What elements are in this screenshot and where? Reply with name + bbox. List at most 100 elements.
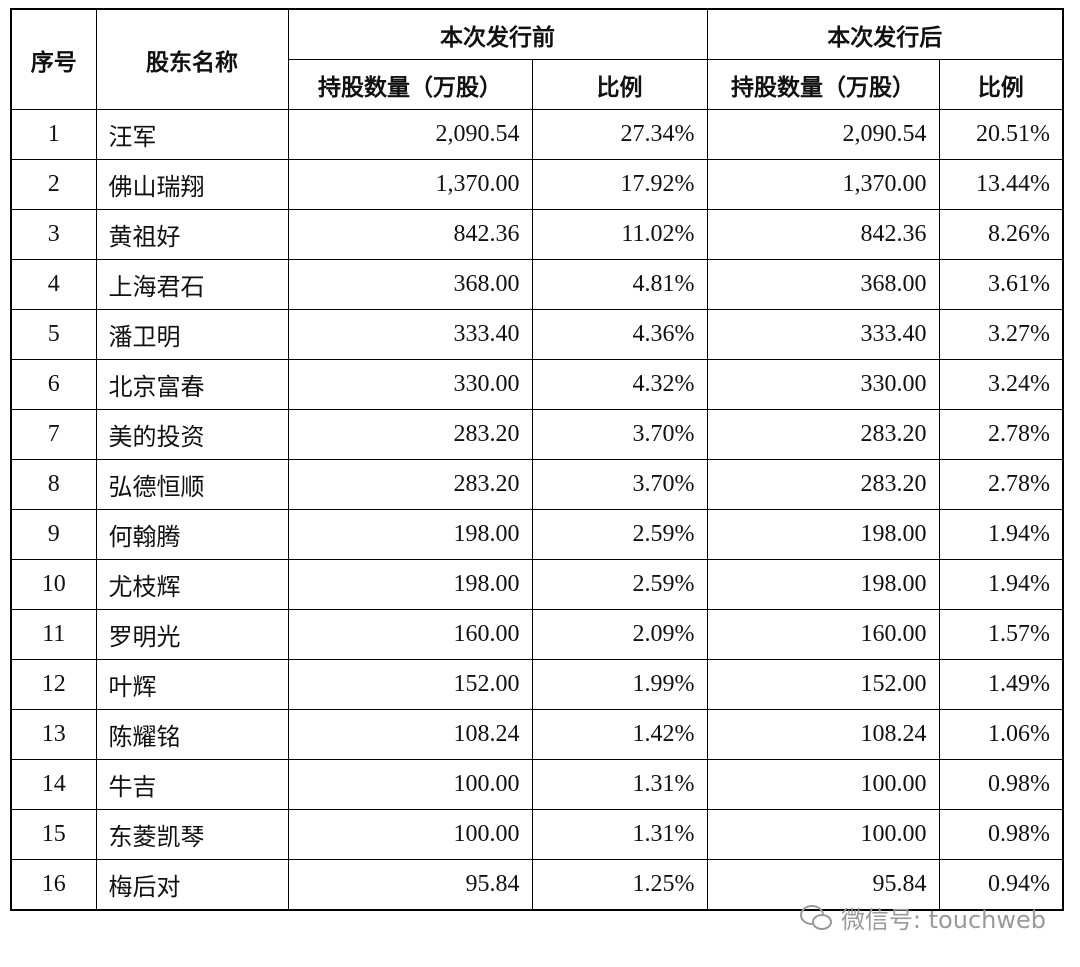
table-cell: 1,370.00 xyxy=(706,159,940,210)
table-cell: 160.00 xyxy=(706,609,940,660)
table-cell: 100.00 xyxy=(706,809,940,860)
table-cell: 尤枝辉 xyxy=(95,559,289,610)
table-cell: 95.84 xyxy=(706,859,940,911)
table-cell: 2 xyxy=(10,159,97,210)
table-cell: 4.81% xyxy=(531,259,708,310)
table-cell: 152.00 xyxy=(706,659,940,710)
table-cell: 9 xyxy=(10,509,97,560)
table-cell: 东菱凯琴 xyxy=(95,809,289,860)
header-group: 本次发行后 xyxy=(706,8,1064,60)
table-cell: 佛山瑞翔 xyxy=(95,159,289,210)
table-cell: 3.24% xyxy=(938,359,1064,410)
table-cell: 842.36 xyxy=(706,209,940,260)
table-cell: 美的投资 xyxy=(95,409,289,460)
table-cell: 4 xyxy=(10,259,97,310)
table-cell: 283.20 xyxy=(706,409,940,460)
table-cell: 198.00 xyxy=(706,559,940,610)
table-row: 13 陈耀铭 108.24 1.42% 108.24 1.06% xyxy=(10,709,1064,760)
table-cell: 27.34% xyxy=(531,109,708,160)
table-cell: 16 xyxy=(10,859,97,911)
table-row: 5 潘卫明 333.40 4.36% 333.40 3.27% xyxy=(10,309,1064,360)
table-cell: 4.36% xyxy=(531,309,708,360)
table-cell: 100.00 xyxy=(287,809,533,860)
table-row: 10 尤枝辉 198.00 2.59% 198.00 1.94% xyxy=(10,559,1064,610)
table-cell: 1.06% xyxy=(938,709,1064,760)
header-cell: 持股数量（万股） xyxy=(287,59,533,110)
table-row: 14 牛吉 100.00 1.31% 100.00 0.98% xyxy=(10,759,1064,810)
table-cell: 1.57% xyxy=(938,609,1064,660)
table-cell: 160.00 xyxy=(287,609,533,660)
table-cell: 3.70% xyxy=(531,409,708,460)
table-cell: 198.00 xyxy=(287,509,533,560)
table-cell: 5 xyxy=(10,309,97,360)
table-cell: 333.40 xyxy=(706,309,940,360)
header-cell: 比例 xyxy=(938,59,1064,110)
table-cell: 梅后对 xyxy=(95,859,289,911)
table-row: 1 汪军 2,090.54 27.34% 2,090.54 20.51% xyxy=(10,109,1064,160)
table-cell: 14 xyxy=(10,759,97,810)
table-cell: 100.00 xyxy=(287,759,533,810)
table-cell: 12 xyxy=(10,659,97,710)
watermark-text: 微信号: touchweb xyxy=(840,906,1046,934)
table-row: 15 东菱凯琴 100.00 1.31% 100.00 0.98% xyxy=(10,809,1064,860)
table-cell: 黄祖好 xyxy=(95,209,289,260)
table-cell: 330.00 xyxy=(287,359,533,410)
table-cell: 7 xyxy=(10,409,97,460)
table-cell: 2.59% xyxy=(531,559,708,610)
table-cell: 108.24 xyxy=(287,709,533,760)
table-cell: 弘德恒顺 xyxy=(95,459,289,510)
table-cell: 罗明光 xyxy=(95,609,289,660)
table-cell: 潘卫明 xyxy=(95,309,289,360)
table-row: 3 黄祖好 842.36 11.02% 842.36 8.26% xyxy=(10,209,1064,260)
table-cell: 3 xyxy=(10,209,97,260)
header-group: 本次发行前 xyxy=(287,8,708,60)
table-cell: 2.09% xyxy=(531,609,708,660)
table-cell: 2.78% xyxy=(938,459,1064,510)
table-cell: 何翰腾 xyxy=(95,509,289,560)
table-cell: 2,090.54 xyxy=(287,109,533,160)
table-cell: 3.61% xyxy=(938,259,1064,310)
table-row: 16 梅后对 95.84 1.25% 95.84 0.94% xyxy=(10,859,1064,911)
table-cell: 上海君石 xyxy=(95,259,289,310)
table-cell: 1.42% xyxy=(531,709,708,760)
table-cell: 0.98% xyxy=(938,759,1064,810)
table-cell: 95.84 xyxy=(287,859,533,911)
table-row: 12 叶辉 152.00 1.99% 152.00 1.49% xyxy=(10,659,1064,710)
table-row: 9 何翰腾 198.00 2.59% 198.00 1.94% xyxy=(10,509,1064,560)
table-cell: 牛吉 xyxy=(95,759,289,810)
table-cell: 17.92% xyxy=(531,159,708,210)
table-cell: 100.00 xyxy=(706,759,940,810)
table-cell: 368.00 xyxy=(287,259,533,310)
table-cell: 20.51% xyxy=(938,109,1064,160)
header-cell: 持股数量（万股） xyxy=(706,59,940,110)
table-cell: 1.94% xyxy=(938,509,1064,560)
table-cell: 1.25% xyxy=(531,859,708,911)
table-cell: 368.00 xyxy=(706,259,940,310)
table-cell: 15 xyxy=(10,809,97,860)
table-cell: 1.99% xyxy=(531,659,708,710)
wechat-icon xyxy=(799,904,832,930)
header-cell: 股东名称 xyxy=(95,8,289,110)
table-cell: 6 xyxy=(10,359,97,410)
table-cell: 1,370.00 xyxy=(287,159,533,210)
table-cell: 0.94% xyxy=(938,859,1064,911)
table-cell: 1.94% xyxy=(938,559,1064,610)
table-cell: 4.32% xyxy=(531,359,708,410)
table-row: 4 上海君石 368.00 4.81% 368.00 3.61% xyxy=(10,259,1064,310)
table-cell: 283.20 xyxy=(287,409,533,460)
table-cell: 1.31% xyxy=(531,759,708,810)
table-cell: 叶辉 xyxy=(95,659,289,710)
table-row: 8 弘德恒顺 283.20 3.70% 283.20 2.78% xyxy=(10,459,1064,510)
table-cell: 11.02% xyxy=(531,209,708,260)
table-row: 11 罗明光 160.00 2.09% 160.00 1.57% xyxy=(10,609,1064,660)
table-cell: 8.26% xyxy=(938,209,1064,260)
table-cell: 2.59% xyxy=(531,509,708,560)
table-cell: 283.20 xyxy=(706,459,940,510)
table-cell: 3.27% xyxy=(938,309,1064,360)
table-cell: 8 xyxy=(10,459,97,510)
table-cell: 1.49% xyxy=(938,659,1064,710)
table-cell: 198.00 xyxy=(287,559,533,610)
table-cell: 333.40 xyxy=(287,309,533,360)
table-cell: 0.98% xyxy=(938,809,1064,860)
